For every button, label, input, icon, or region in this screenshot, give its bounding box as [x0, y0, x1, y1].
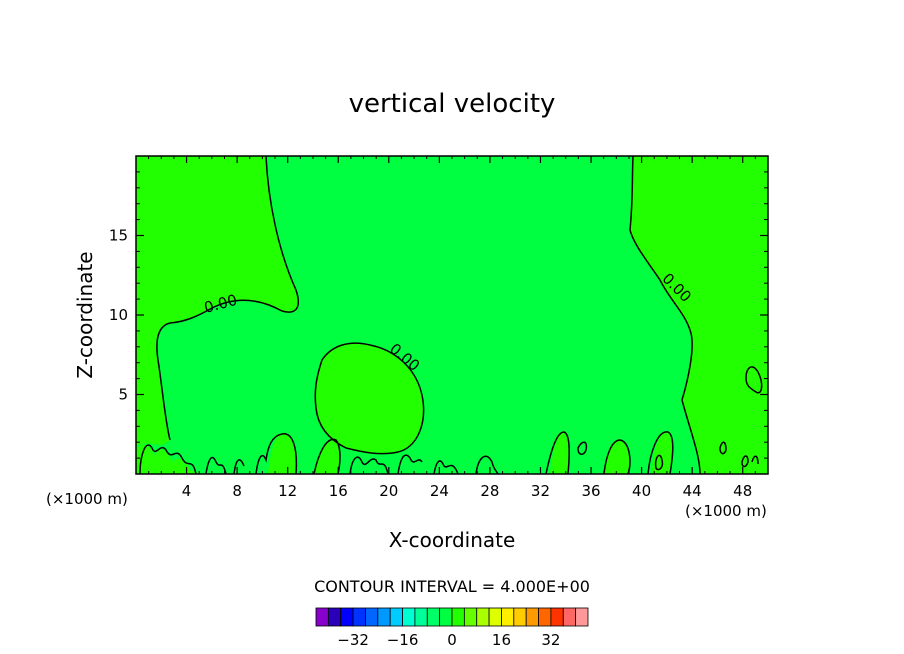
x-tick-label: 12 — [278, 482, 297, 500]
colorbar-cell — [538, 607, 552, 627]
x-tick-label: 44 — [683, 482, 702, 500]
colorbar-cell — [340, 607, 354, 627]
y-axis-label: Z-coordinate — [73, 251, 97, 378]
zero-contour-upper-left — [156, 155, 300, 441]
y-tick-label: 15 — [109, 227, 128, 245]
plot-area: 0.000.000.00 4 8 12 16 20 24 28 32 36 40 44 48 5101… — [109, 155, 769, 500]
chart-title: vertical velocity — [349, 89, 556, 119]
colorbar-cell — [525, 607, 539, 627]
y-tick-label: 5 — [118, 386, 128, 404]
x-tick-label: 40 — [632, 482, 651, 500]
x-tick-label: 24 — [430, 482, 449, 500]
colorbar-tick-label: 32 — [541, 631, 560, 649]
x-tick-label: 4 — [182, 482, 192, 500]
colorbar-cell — [501, 607, 515, 627]
x-tick-label: 8 — [232, 482, 242, 500]
colorbar-cell — [550, 607, 564, 627]
colorbar-cell — [352, 607, 366, 627]
x-tick-label: 28 — [480, 482, 499, 500]
colorbar-cell — [513, 607, 527, 627]
colorbar-tick-label: 16 — [492, 631, 511, 649]
x-ticks: 4 8 12 16 20 24 28 32 36 40 44 48 — [148, 156, 756, 500]
zero-contour-upper-right — [629, 155, 701, 475]
y-tick-label: 10 — [109, 306, 128, 324]
colorbar-cell — [439, 607, 453, 627]
colorbar-cell — [476, 607, 490, 627]
x-tick-label: 16 — [329, 482, 348, 500]
colorbar — [315, 607, 589, 627]
colorbar-tick-label: −16 — [387, 631, 419, 649]
colorbar-cell — [414, 607, 428, 627]
contour-interval-text: CONTOUR INTERVAL = 4.000E+00 — [314, 577, 590, 596]
x-tick-label: 48 — [733, 482, 752, 500]
colorbar-cell — [463, 607, 478, 627]
colorbar-cell — [389, 607, 403, 627]
positive-region-center — [315, 343, 424, 454]
x-tick-label: 32 — [531, 482, 550, 500]
colorbar-ticks: −32 −16 0 16 32 — [337, 631, 560, 649]
positive-region-bottom-bumps — [136, 410, 768, 474]
x-tick-label: 20 — [379, 482, 398, 500]
y-ticks: 5 10 15 — [109, 171, 768, 459]
colorbar-cell — [488, 607, 502, 627]
x-axis-label: X-coordinate — [389, 528, 516, 552]
x-tick-label: 36 — [581, 482, 600, 500]
colorbar-cell — [327, 607, 342, 627]
colorbar-cell — [377, 607, 391, 627]
zero-contour-center — [314, 342, 425, 455]
colorbar-tick-label: −32 — [337, 631, 369, 649]
positive-region-upper-right — [630, 156, 768, 474]
colorbar-cell — [451, 607, 465, 627]
colorbar-cell — [315, 607, 329, 627]
colorbar-cell — [426, 607, 441, 627]
positive-region-upper-left — [136, 156, 299, 445]
colorbar-cell — [575, 607, 589, 627]
zero-contour-bottom-wiggles — [139, 366, 763, 475]
colorbar-cell — [365, 607, 379, 627]
colorbar-cell — [402, 607, 416, 627]
x-unit-right: (×1000 m) — [685, 502, 767, 520]
colorbar-tick-label: 0 — [447, 631, 457, 649]
colorbar-cell — [562, 607, 577, 627]
x-unit-left: (×1000 m) — [46, 490, 128, 508]
